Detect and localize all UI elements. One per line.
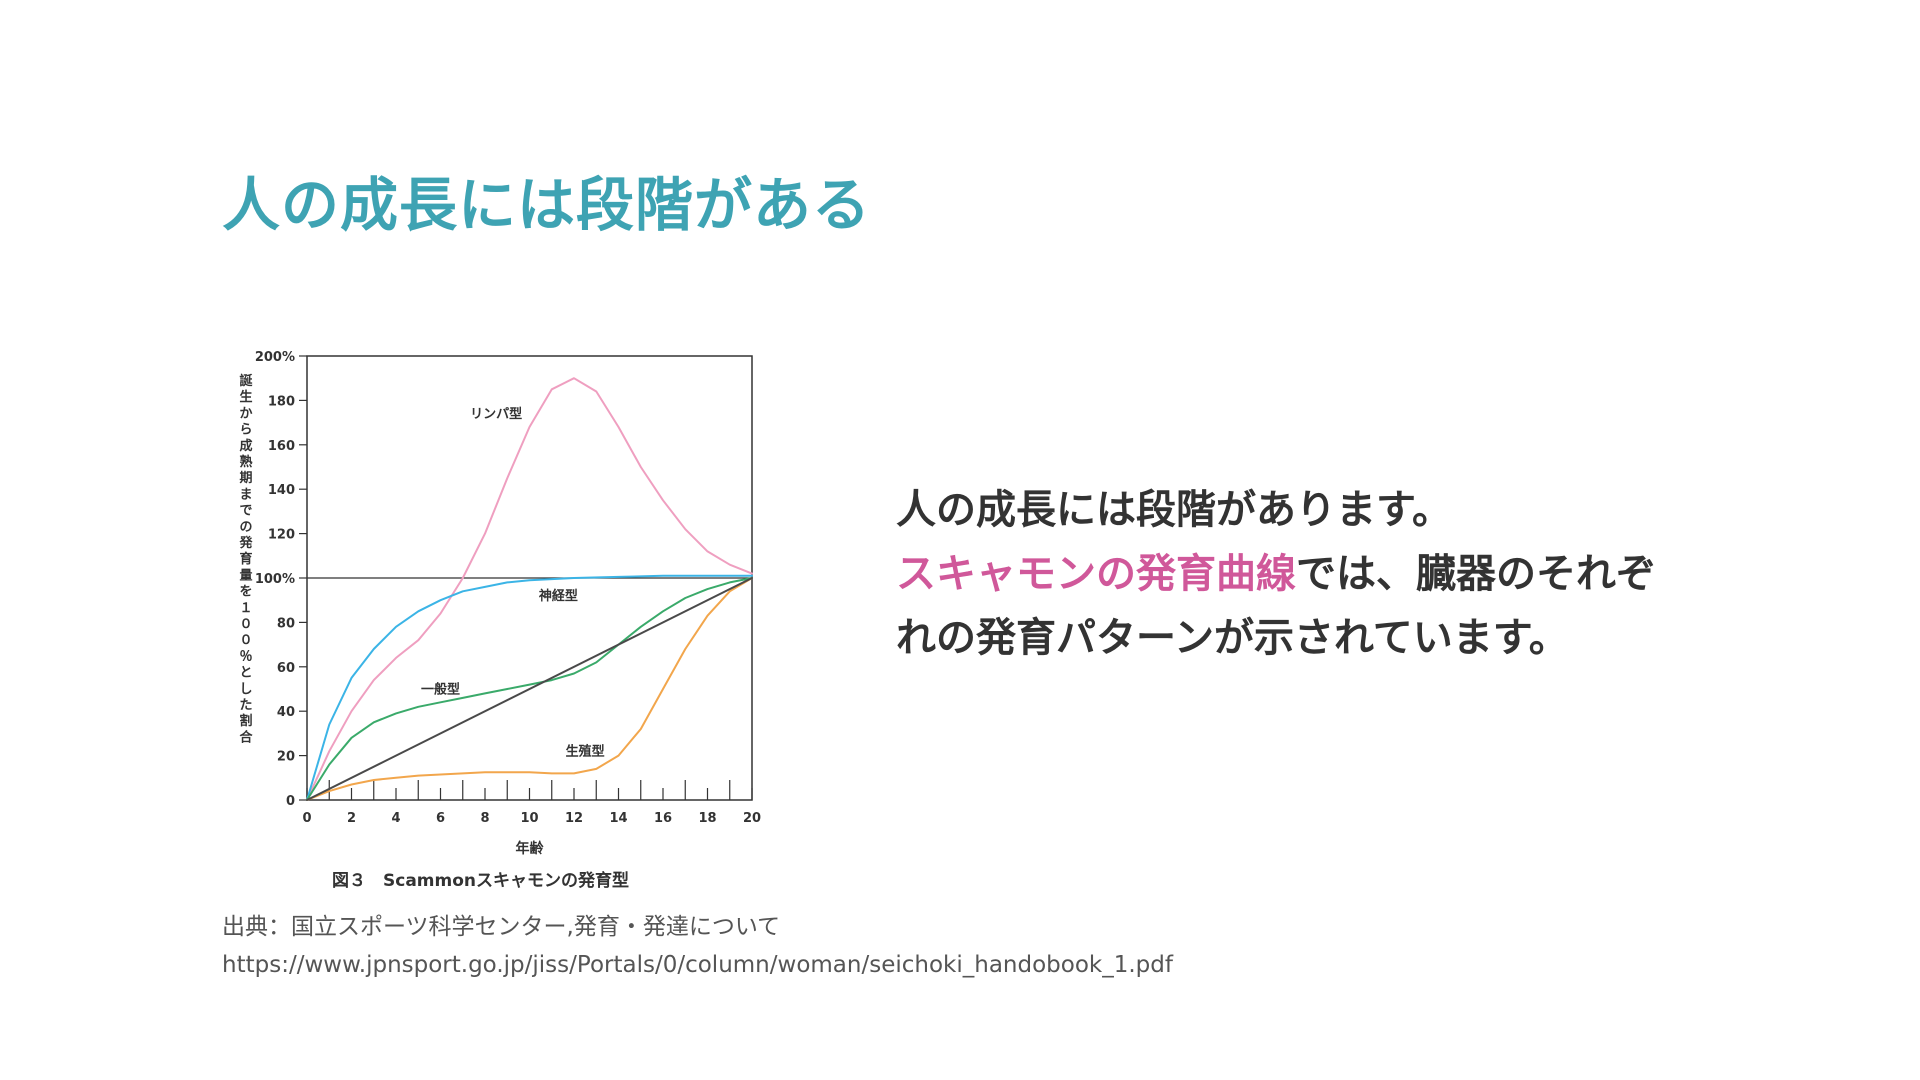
x-tick-label: 0 <box>302 811 311 826</box>
y-tick-label: 120 <box>268 528 295 543</box>
source-label: 出典：国立スポーツ科学センター,発育・発達について <box>222 914 781 940</box>
y-tick-label: 0 <box>286 794 295 809</box>
series-line-neural <box>306 574 753 801</box>
description-text: 人の成長には段階があります。 スキャモンの発育曲線では、臓器のそれぞ れの発育パ… <box>896 478 1656 670</box>
chart-caption: 図３ Scammonスキャモンの発育型 <box>332 870 629 891</box>
x-tick-label: 16 <box>654 811 672 826</box>
series-line-reproductive <box>306 577 753 801</box>
series-label: 神経型 <box>539 588 578 604</box>
chart-series <box>306 377 753 801</box>
scammon-curve-highlight: スキャモンの発育曲線 <box>896 551 1296 597</box>
series-line-general <box>306 577 753 801</box>
series-label: 生殖型 <box>566 744 605 760</box>
x-tick-label: 10 <box>520 811 538 826</box>
description-line-2: スキャモンの発育曲線では、臓器のそれぞ <box>896 542 1656 606</box>
chart-axes: 0 20 40 60 80 100% 120 140 160 180 200% 0 2 4 6 8 10 12 14… <box>238 350 761 891</box>
source-url: https://www.jpnsport.go.jp/jiss/Portals/… <box>222 952 1173 978</box>
y-tick-label: 140 <box>268 483 295 498</box>
x-tick-label: 2 <box>347 811 356 826</box>
x-axis-label: 年齢 <box>516 840 545 857</box>
chart-svg: 0 20 40 60 80 100% 120 140 160 180 200% 0 2 4 6 8 10 12 14… <box>238 350 761 891</box>
scammon-growth-chart: 0 20 40 60 80 100% 120 140 160 180 200% 0 2 4 6 8 10 12 14… <box>222 340 782 900</box>
description-line-3: れの発育パターンが示されています。 <box>896 615 1569 661</box>
y-tick-label: 80 <box>277 616 295 631</box>
y-tick-label: 200% <box>255 350 295 365</box>
slide-title: 人の成長には段階がある <box>222 171 872 239</box>
y-tick-label: 100% <box>255 572 295 587</box>
y-tick-label: 60 <box>277 661 295 676</box>
description-line-1: 人の成長には段階があります。 <box>896 487 1452 533</box>
y-tick-label: 180 <box>268 394 295 409</box>
x-tick-label: 8 <box>480 811 489 826</box>
x-tick-label: 6 <box>436 811 445 826</box>
series-line-lymph <box>306 377 753 801</box>
x-tick-label: 14 <box>609 811 627 826</box>
x-tick-label: 18 <box>698 811 716 826</box>
y-tick-label: 40 <box>277 705 295 720</box>
series-line-reference <box>306 577 753 801</box>
y-axis-label: 誕生から成熟期までの発育量を１００％とした割合 <box>238 373 253 745</box>
y-tick-label: 160 <box>268 439 295 454</box>
x-tick-label: 12 <box>565 811 583 826</box>
y-tick-label: 20 <box>277 750 295 765</box>
series-label: リンパ型 <box>470 406 522 422</box>
x-tick-label: 4 <box>391 811 400 826</box>
description-line-2-rest: では、臓器のそれぞ <box>1296 551 1656 597</box>
source-citation: 出典：国立スポーツ科学センター,発育・発達について https://www.jp… <box>222 908 1173 984</box>
series-label: 一般型 <box>421 681 460 697</box>
x-tick-label: 20 <box>743 811 761 826</box>
